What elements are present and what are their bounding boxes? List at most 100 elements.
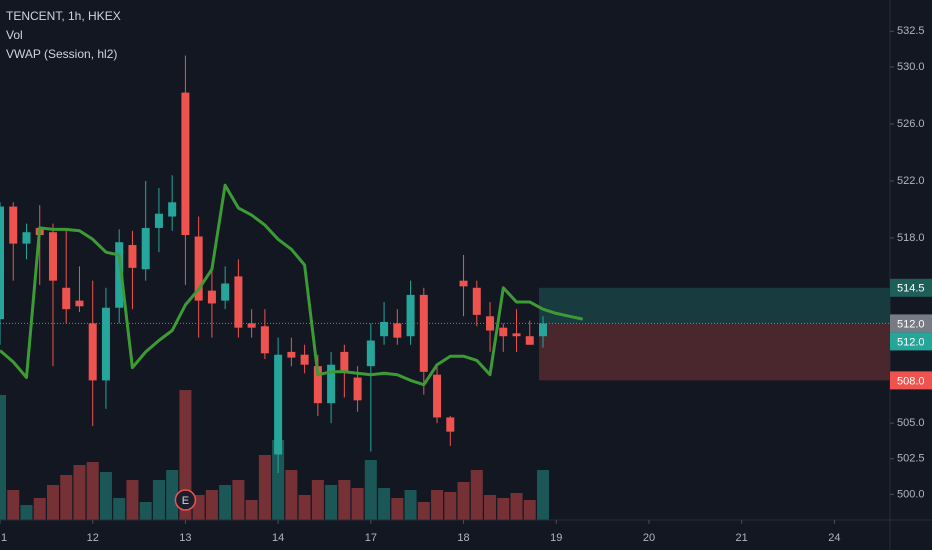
y-tick-label: 526.0 (897, 118, 925, 130)
candle-body (221, 283, 230, 301)
volume-bar (219, 485, 232, 520)
price-tag-label: 508.0 (897, 375, 925, 387)
x-tick-label: 17 (365, 532, 377, 544)
volume-bar (272, 440, 285, 520)
symbol-title: TENCENT, 1h, HKEX (6, 9, 121, 23)
candle-body (472, 287, 481, 315)
candle-body (234, 276, 243, 328)
candle-body (419, 294, 428, 372)
volume-bar (417, 502, 430, 520)
candle-body (22, 232, 31, 244)
candle-body (499, 327, 508, 337)
volume-bar (166, 470, 179, 520)
x-tick-label: 14 (272, 532, 284, 544)
candle-body (539, 323, 548, 337)
volume-bar (0, 395, 6, 520)
volume-bar (152, 480, 165, 520)
volume-bar (404, 490, 417, 520)
volume-bar (46, 485, 59, 520)
volume-bar (325, 485, 338, 520)
x-tick-label: 24 (828, 532, 840, 544)
candle-body (313, 366, 322, 404)
volume-bar (523, 500, 536, 520)
price-tag-label: 512.0 (897, 318, 925, 330)
volume-bar (258, 455, 271, 520)
volume-bar (497, 498, 510, 520)
price-tag-label: 514.5 (897, 283, 925, 295)
volume-bar (351, 488, 364, 520)
volume-bar (431, 490, 444, 520)
candle-body (459, 280, 468, 287)
volume-bar (113, 498, 126, 520)
volume-bar (311, 480, 324, 520)
volume-bar (298, 495, 311, 520)
candle-body (48, 232, 57, 281)
x-tick-label: 13 (179, 532, 191, 544)
volume-bar (484, 495, 497, 520)
volume-bar (245, 500, 258, 520)
candle-body (525, 336, 534, 345)
price-tag (890, 314, 932, 333)
price-tag (890, 371, 932, 390)
volume-bar (60, 475, 73, 520)
candle-body (194, 236, 203, 301)
volume-bar (444, 492, 457, 520)
vwap-line (0, 183, 584, 387)
y-tick-label: 530.0 (897, 61, 925, 73)
candle-body (274, 354, 283, 455)
candle-body (406, 294, 415, 337)
volume-bar (86, 462, 99, 520)
candle-body (168, 202, 177, 217)
candle-body (101, 307, 110, 381)
candle-body (128, 245, 137, 268)
volume-bar (470, 470, 483, 520)
candle-body (154, 213, 163, 228)
plot: E (0, 55, 890, 520)
volume-bar (7, 490, 20, 520)
volume-bar (537, 470, 550, 520)
y-tick-label: 500.0 (897, 488, 925, 500)
volume-bar (20, 505, 33, 520)
event-marker (174, 489, 197, 511)
volume-bar (510, 493, 523, 520)
volume-bar (139, 502, 152, 520)
y-tick-label: 532.5 (897, 25, 925, 37)
price-tag (890, 332, 932, 351)
price-tag-label: 512.0 (897, 336, 925, 348)
y-tick-label: 518.0 (897, 232, 925, 244)
candle-body (340, 351, 349, 372)
candle-body (366, 340, 375, 367)
candle-body (88, 323, 97, 381)
y-tick-label: 505.0 (897, 417, 925, 429)
x-tick-label: 21 (736, 532, 748, 544)
price-tag (890, 278, 932, 297)
volume-bar (338, 480, 351, 520)
candle-body (433, 374, 442, 418)
volume-bar (457, 482, 470, 520)
candle-body (380, 321, 389, 337)
x-tick-label: 1 (1, 532, 7, 544)
volume-bar (73, 465, 86, 520)
volume-bar (285, 470, 298, 520)
x-tick-label: 18 (457, 532, 469, 544)
volume-bar (179, 390, 192, 520)
candle-body (446, 417, 455, 432)
target-zone (539, 287, 890, 324)
x-tick-label: 12 (87, 532, 99, 544)
vwap-legend: VWAP (Session, hl2) (6, 47, 117, 61)
candle-body (115, 242, 124, 308)
volume-bar (232, 480, 245, 520)
candle-body (287, 351, 296, 358)
y-tick-label: 502.5 (897, 453, 925, 465)
stop-zone (539, 323, 890, 381)
y-tick-label: 522.0 (897, 175, 925, 187)
volume-bar (364, 460, 377, 520)
candle-body (207, 290, 216, 304)
candle-body (486, 316, 495, 331)
volume-bar (378, 488, 391, 520)
volume-bar (205, 490, 218, 520)
volume-bar (391, 498, 404, 520)
candle-body (75, 300, 84, 307)
candle-body (141, 227, 150, 270)
